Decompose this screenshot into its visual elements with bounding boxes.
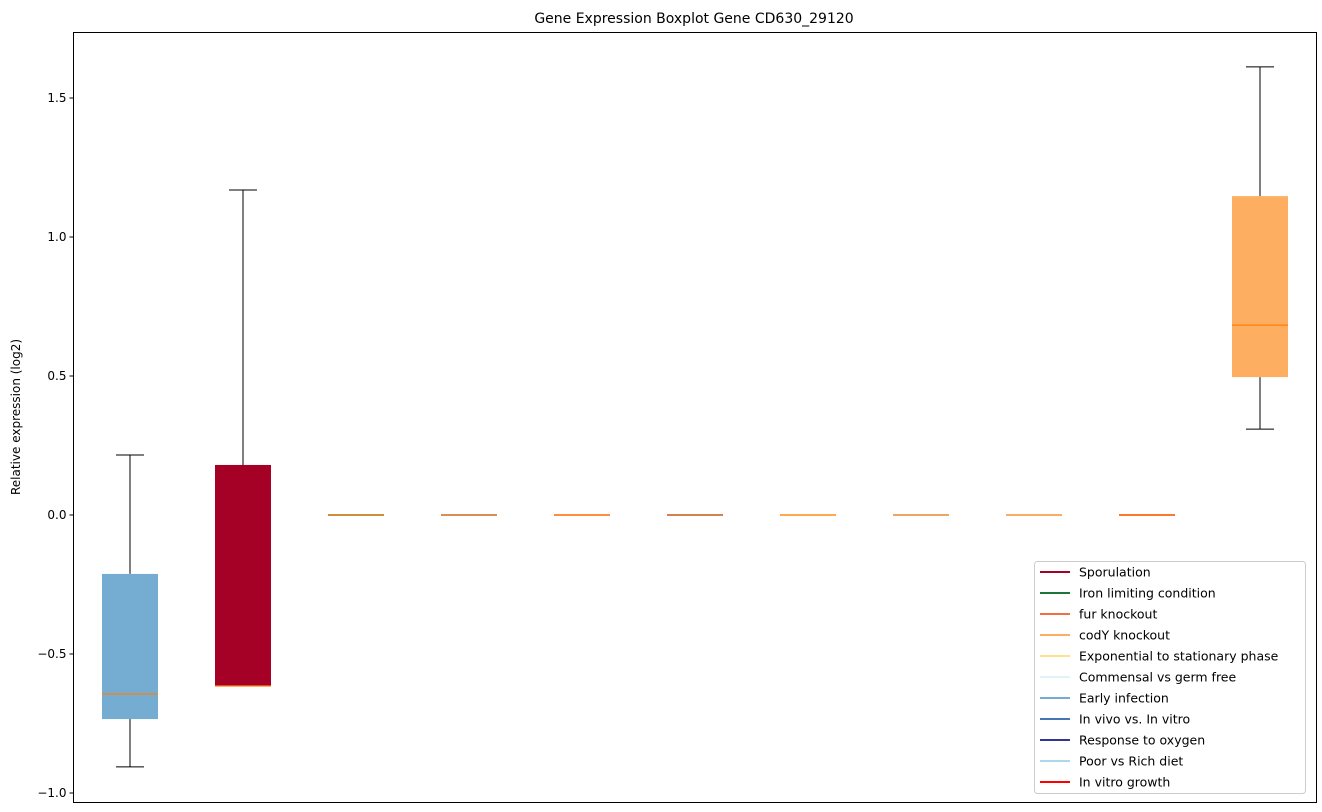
legend-label: In vitro growth: [1079, 775, 1170, 790]
box-group: [441, 514, 497, 516]
y-tick-label: 0.0: [47, 508, 66, 522]
box-group: [554, 514, 610, 516]
box: [1232, 196, 1288, 378]
chart-title: Gene Expression Boxplot Gene CD630_29120: [534, 11, 853, 27]
y-tick-label: −0.5: [37, 647, 66, 661]
box-group: [893, 514, 949, 516]
box-group: [215, 189, 271, 687]
legend-label: Poor vs Rich diet: [1079, 754, 1183, 769]
legend-label: Early infection: [1079, 691, 1169, 706]
box-group: [328, 514, 384, 516]
legend-label: Response to oxygen: [1079, 733, 1205, 748]
box-group: [667, 514, 723, 516]
y-tick-label: 0.5: [47, 369, 66, 383]
legend-label: fur knockout: [1079, 607, 1157, 622]
legend-label: Sporulation: [1079, 565, 1151, 580]
y-tick-label: −1.0: [37, 786, 66, 800]
legend-frame: [1034, 561, 1306, 794]
y-tick-label: 1.0: [47, 230, 66, 244]
y-axis-label: Relative expression (log2): [9, 339, 23, 495]
legend-label: Commensal vs germ free: [1079, 670, 1236, 685]
box-group: [1232, 66, 1288, 430]
legend-label: codY knockout: [1079, 628, 1170, 643]
y-tick-label: 1.5: [47, 91, 66, 105]
box-group: [102, 454, 158, 768]
box-group: [1006, 514, 1062, 516]
box-group: [1119, 514, 1175, 516]
box-group: [780, 514, 836, 516]
plot-frame: [73, 32, 1317, 803]
legend-label: In vivo vs. In vitro: [1079, 712, 1190, 727]
legend: Sporulation Iron limiting condition fur kn…: [1034, 561, 1306, 794]
legend-label: Iron limiting condition: [1079, 586, 1216, 601]
legend-label: Exponential to stationary phase: [1079, 649, 1279, 664]
box: [102, 573, 158, 720]
box: [215, 464, 271, 686]
